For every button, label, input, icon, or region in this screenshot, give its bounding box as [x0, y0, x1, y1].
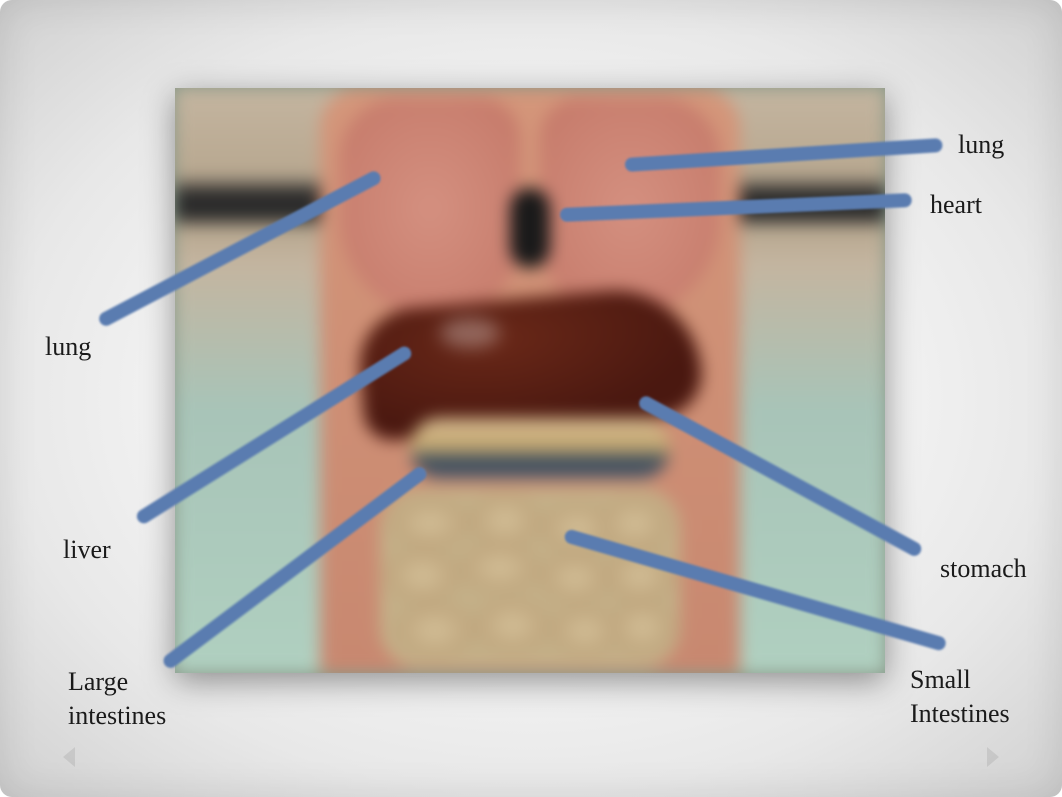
prev-slide-button[interactable]	[55, 742, 85, 772]
label-lung-right: lung	[958, 128, 1018, 162]
label-lung-left: lung	[45, 330, 95, 364]
slide-container: lung lung heart liver stomach Large intestine…	[0, 0, 1062, 797]
next-slide-button[interactable]	[977, 742, 1007, 772]
label-stomach: stomach	[940, 552, 1040, 586]
label-liver: liver	[63, 533, 133, 567]
label-heart: heart	[930, 188, 1000, 222]
label-small-intestines: Small Intestines	[910, 663, 1040, 731]
label-large-intestines: Large intestines	[68, 665, 198, 733]
